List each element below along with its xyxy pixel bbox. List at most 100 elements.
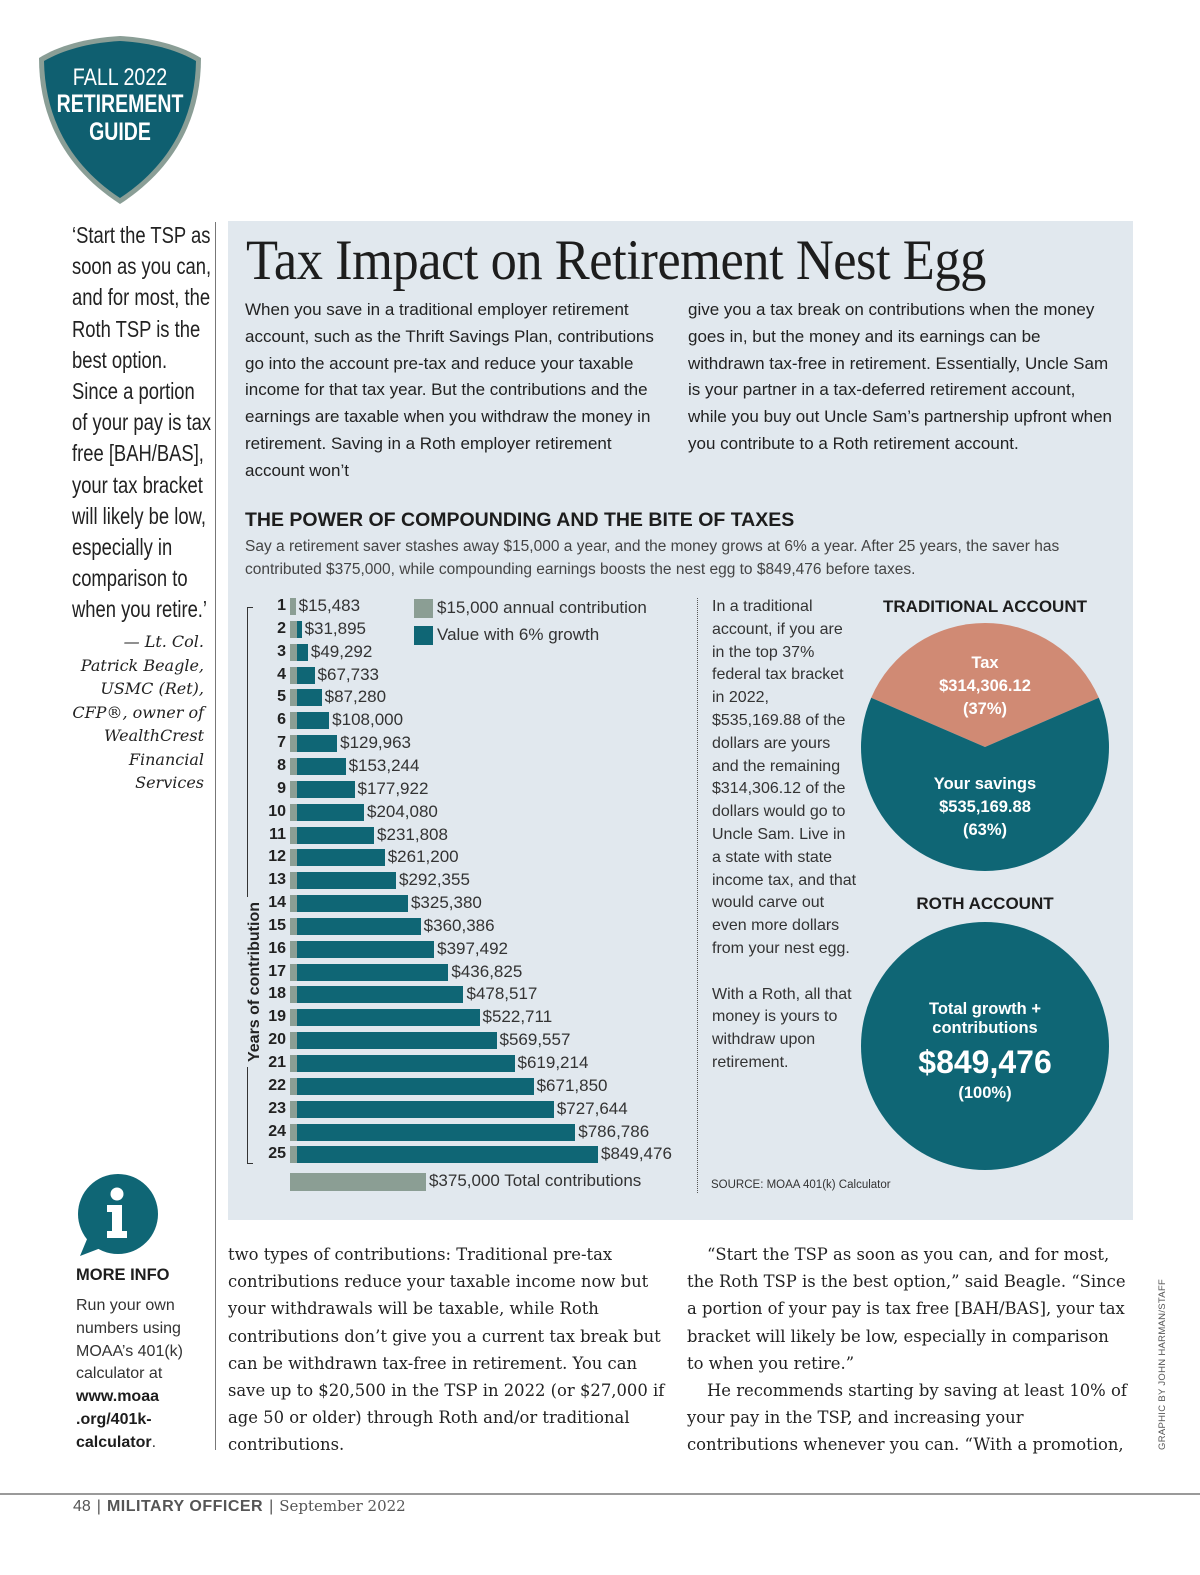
traditional-pie-chart	[861, 623, 1109, 871]
growth-bar	[297, 826, 375, 844]
bar-value-label: $108,000	[332, 710, 404, 730]
legend-swatch-contribution	[414, 599, 433, 618]
page-number: 48	[73, 1498, 91, 1515]
growth-bar	[297, 963, 449, 981]
growth-bar	[297, 940, 435, 958]
year-label: 16	[268, 939, 286, 957]
bar-value-label: $522,711	[482, 1007, 553, 1027]
badge-line-2: RETIREMENT	[56, 90, 184, 118]
tax-slice-label: Tax $314,306.12 (37%)	[860, 652, 1110, 721]
contribution-bar-segment	[290, 1146, 297, 1164]
bar-value-label: $360,386	[423, 915, 495, 935]
growth-bar	[297, 1146, 598, 1164]
more-info-period: .	[151, 1433, 157, 1451]
credit-anchor: GRAPHIC BY JOHN HARMAN/STAFF	[1157, 1279, 1169, 1451]
bar-value-label: $231,808	[377, 824, 448, 844]
growth-bar	[297, 757, 346, 775]
roth-slice-label: Total growth + contributions $849,476 (1…	[860, 1000, 1110, 1103]
roth-pie-chart	[861, 922, 1109, 1170]
contribution-bar-segment	[290, 1123, 297, 1141]
badge-line-3: GUIDE	[89, 118, 151, 146]
year-label: 6	[277, 711, 286, 729]
roth-slice-percent: (100%)	[958, 1084, 1012, 1102]
growth-bar	[297, 1009, 480, 1027]
year-label: 9	[277, 779, 286, 797]
contribution-bar-segment	[290, 826, 297, 844]
tax-slice-amount: $314,306.12	[939, 677, 1031, 695]
growth-bar	[297, 689, 322, 707]
contribution-bar-segment	[290, 917, 297, 935]
article-paragraph-recommendation: He recommends starting by saving at leas…	[687, 1381, 1127, 1455]
bar-value-label: $671,850	[536, 1075, 608, 1095]
contribution-bar-segment	[290, 689, 297, 707]
pie-slice-your-savings	[861, 697, 1109, 871]
calculator-link[interactable]: www.moaa .org/401k-calculator	[76, 1388, 159, 1451]
total-contributions-bar	[290, 1173, 426, 1192]
pull-quote-attribution: — Lt. Col. Patrick Beagle, USMC (Ret), C…	[72, 632, 204, 792]
year-label: 22	[268, 1076, 286, 1094]
total-contributions-label: $375,000 Total contributions	[428, 1171, 642, 1191]
year-label: 4	[277, 665, 286, 683]
year-label: 19	[268, 1008, 286, 1026]
issue-date: September 2022	[279, 1497, 406, 1515]
contribution-bar-segment	[290, 1077, 297, 1095]
column-divider	[215, 222, 216, 1450]
contribution-bar-segment	[290, 940, 297, 958]
tax-slice-name: Tax	[971, 654, 999, 672]
pull-quote-text: ‘Start the TSP as soon as you can, and f…	[72, 222, 212, 623]
traditional-account-title: TRADITIONAL ACCOUNT	[883, 597, 1087, 616]
contribution-bar-segment	[290, 620, 297, 638]
year-label: 5	[277, 688, 286, 706]
savings-slice-percent: (63%)	[962, 821, 1007, 839]
bar-value-label: $569,557	[499, 1030, 571, 1050]
side-text-roth: With a Roth, all that money is yours to …	[712, 985, 852, 1071]
contribution-bar-segment	[290, 1055, 297, 1072]
infographic-title: Tax Impact on Retirement Nest Egg	[246, 229, 986, 292]
growth-bar	[297, 780, 355, 798]
year-label: 15	[268, 916, 286, 934]
legend-label-growth: Value with 6% growth	[437, 625, 600, 644]
source-note: SOURCE: MOAA 401(k) Calculator	[711, 1179, 891, 1191]
growth-bar	[297, 1100, 554, 1118]
side-explanation: In a traditional account, if you are in …	[712, 596, 857, 1075]
growth-bar	[297, 1055, 515, 1072]
pie-slice-tax	[871, 623, 1099, 747]
growth-bar	[297, 620, 302, 638]
year-label: 13	[268, 871, 286, 889]
year-label: 14	[268, 894, 286, 912]
growth-bar	[297, 666, 315, 684]
page-footer: 48 | MILITARY OFFICER | September 2022	[73, 1497, 406, 1515]
growth-bar	[297, 643, 308, 661]
more-info-title: MORE INFO	[76, 1266, 170, 1284]
y-axis-tick-top	[247, 607, 253, 608]
savings-slice-label: Your savings $535,169.88 (63%)	[860, 773, 1110, 842]
compounding-bar-chart: Years of contribution $15,000 annual con…	[228, 590, 698, 1200]
pie-slice-total-growth-contributions	[861, 922, 1109, 1170]
legend-swatch-growth	[414, 626, 433, 645]
year-label: 8	[277, 756, 286, 774]
roth-slice-name: Total growth + contributions	[929, 1000, 1041, 1037]
bar-value-label: $786,786	[578, 1121, 650, 1141]
year-label: 25	[268, 1145, 286, 1163]
bar-value-label: $177,922	[357, 778, 429, 798]
retirement-guide-badge: FALL 2022 RETIREMENT GUIDE	[36, 34, 204, 206]
magazine-name: MILITARY OFFICER	[106, 1498, 264, 1515]
contribution-bar-segment	[290, 849, 297, 867]
roth-account-title: ROTH ACCOUNT	[916, 894, 1054, 913]
contribution-bar-segment	[290, 1032, 297, 1050]
contribution-bar-segment	[290, 1100, 297, 1118]
contribution-bar-segment	[290, 712, 297, 730]
dotted-divider	[697, 598, 698, 1193]
year-label: 23	[268, 1099, 286, 1117]
growth-bar	[297, 849, 385, 867]
bar-value-label: $325,380	[410, 893, 482, 913]
year-label: 20	[268, 1031, 286, 1049]
bar-value-label: $153,244	[348, 755, 420, 775]
growth-bar	[297, 917, 421, 935]
y-axis-line	[247, 607, 248, 1164]
contribution-bar-segment	[290, 872, 297, 890]
contribution-bar-segment	[290, 803, 297, 821]
side-text-traditional: In a traditional account, if you are in …	[712, 598, 857, 957]
contribution-bar-segment	[290, 963, 297, 981]
year-label: 18	[268, 985, 286, 1003]
